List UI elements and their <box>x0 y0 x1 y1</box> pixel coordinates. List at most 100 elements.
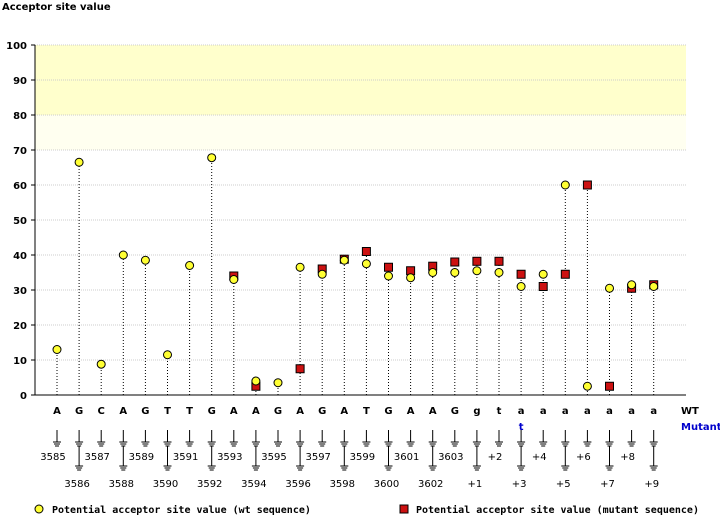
y-tick-label: 60 <box>13 181 27 192</box>
wt-base: a <box>628 406 635 417</box>
wt-base: T <box>186 406 193 417</box>
position-marker <box>495 430 503 447</box>
mutant-point <box>560 269 570 279</box>
wt-base: a <box>584 406 591 417</box>
mutant-point <box>472 256 482 266</box>
wt-base: T <box>363 406 370 417</box>
position-marker <box>406 430 415 447</box>
position-marker <box>428 430 437 471</box>
position-marker <box>53 430 61 447</box>
position-label: +7 <box>600 479 615 490</box>
wt-base: a <box>606 406 613 417</box>
mutant-point <box>295 364 305 374</box>
position-label: 3600 <box>374 479 399 490</box>
wt-point <box>494 268 504 277</box>
position-label: +4 <box>532 452 547 463</box>
y-tick-label: 10 <box>13 356 27 367</box>
y-tick-label: 40 <box>13 251 27 262</box>
position-marker <box>318 430 327 447</box>
wt-base: G <box>75 406 83 417</box>
wt-base: t <box>497 406 502 417</box>
wt-point <box>273 378 283 388</box>
wt-point <box>229 275 239 284</box>
position-label: +1 <box>468 479 483 490</box>
wt-point <box>605 283 614 293</box>
y-tick-label: 70 <box>13 146 27 157</box>
wt-base: A <box>53 406 61 417</box>
wt-base: A <box>230 406 238 417</box>
position-label: 3599 <box>350 452 375 463</box>
wt-base: a <box>518 406 525 417</box>
wt-point <box>140 255 150 265</box>
wt-base: a <box>650 406 657 417</box>
position-marker <box>207 430 216 471</box>
wt-base: G <box>208 406 216 417</box>
position-label: 3591 <box>173 452 198 463</box>
chart-title: Acceptor site value <box>2 2 111 13</box>
position-label: 3597 <box>305 452 330 463</box>
position-marker <box>649 430 658 471</box>
wt-base: C <box>98 406 105 417</box>
mutant-point <box>494 256 504 266</box>
wt-point <box>361 259 371 269</box>
position-label: 3603 <box>438 452 463 463</box>
wt-point <box>516 282 526 291</box>
mutant-point <box>450 257 460 267</box>
wt-base: G <box>384 406 392 417</box>
position-label: 3587 <box>84 452 109 463</box>
position-marker <box>627 430 636 447</box>
y-tick-label: 20 <box>13 321 27 332</box>
legend-mutant-marker <box>399 504 409 514</box>
wt-point <box>428 268 438 277</box>
wt-base: G <box>318 406 326 417</box>
position-marker <box>561 430 570 471</box>
position-marker <box>251 430 260 471</box>
position-label: 3590 <box>153 479 178 490</box>
mutant-point <box>605 381 614 391</box>
position-marker <box>340 430 349 471</box>
wt-base: G <box>451 406 459 417</box>
wt-base: A <box>429 406 437 417</box>
position-marker <box>384 430 393 471</box>
position-marker <box>296 430 305 471</box>
mutant-base: t <box>519 422 524 433</box>
wt-point <box>185 261 195 270</box>
wt-point <box>538 269 548 279</box>
position-marker <box>472 430 481 471</box>
marks-group <box>52 153 659 391</box>
mutant-point <box>361 247 371 256</box>
wt-point <box>627 280 637 290</box>
position-label: 3598 <box>330 479 355 490</box>
mutant-point <box>516 269 526 279</box>
position-marker <box>605 430 614 471</box>
y-tick-label: 30 <box>13 286 27 297</box>
wt-base: A <box>119 406 127 417</box>
position-marker <box>75 430 84 471</box>
y-tick-label: 80 <box>13 111 27 122</box>
position-marker <box>163 430 172 471</box>
wt-point <box>472 266 482 276</box>
wt-point <box>251 376 261 386</box>
position-label: 3585 <box>40 452 65 463</box>
legend-wt-marker <box>34 504 44 514</box>
position-marker <box>185 430 194 447</box>
y-tick-label: 50 <box>13 216 27 227</box>
wt-base: G <box>141 406 149 417</box>
y-tick-label: 90 <box>13 76 27 87</box>
legend-wt-label: Potential acceptor site value (wt sequen… <box>52 504 311 516</box>
position-label: +2 <box>488 452 503 463</box>
position-marker <box>274 430 282 447</box>
position-marker <box>517 430 526 471</box>
sequence-group: A 3585 G 3586 C 3587 A 3588 G 3589 T 3590 T 3591 G 3592… <box>40 406 720 490</box>
grid-group <box>35 44 686 361</box>
wt-point <box>582 381 592 391</box>
highlight-band-strong <box>35 45 686 115</box>
position-marker <box>539 430 548 447</box>
position-marker <box>141 430 150 447</box>
wt-point <box>52 345 62 354</box>
wt-point <box>339 255 349 265</box>
wt-point <box>450 268 460 277</box>
position-label: 3588 <box>109 479 134 490</box>
position-marker <box>229 430 238 447</box>
